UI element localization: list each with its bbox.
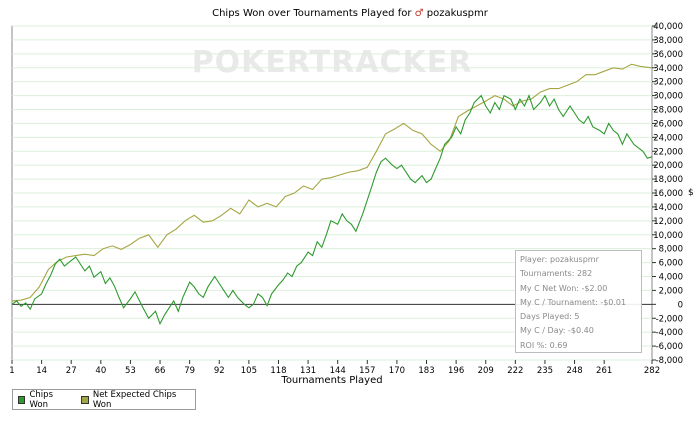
y-tick-label: 4,000	[659, 273, 683, 283]
x-tick-label: 235	[537, 366, 553, 376]
stats-box: Player: pozakuspmr Tournaments: 282 My C…	[515, 250, 642, 353]
x-tick-label: 66	[155, 366, 166, 376]
legend-swatch-net-expected	[81, 395, 89, 404]
stats-net-won: My C Net Won: -$2.00	[520, 283, 608, 293]
y-tick-label: 10,000	[653, 231, 683, 241]
y-tick-label: 22,000	[653, 147, 683, 157]
y-tick-label: 34,000	[653, 64, 683, 74]
legend-swatch-chips-won	[18, 395, 26, 404]
y-tick-label: 16,000	[653, 189, 683, 199]
y-tick-label: 24,000	[653, 133, 683, 143]
player-icon: ♂	[414, 8, 424, 19]
x-tick-label: 79	[184, 366, 195, 376]
y-tick-label: -4,000	[656, 328, 683, 338]
x-tick-label: 105	[241, 366, 257, 376]
legend-item-chips-won: Chips Won	[18, 390, 70, 410]
y-tick-label: 6,000	[659, 259, 683, 269]
x-tick-label: 14	[36, 366, 47, 376]
y-tick-label: 32,000	[653, 78, 683, 88]
x-tick-label: 170	[389, 366, 405, 376]
stats-per-tournament: My C / Tournament: -$0.01	[520, 297, 627, 307]
x-tick-label: 209	[478, 366, 494, 376]
x-tick-label: 53	[125, 366, 136, 376]
x-tick-label: 118	[270, 366, 286, 376]
series-line-net-expected	[11, 63, 653, 302]
legend-item-net-expected: Net Expected Chips Won	[81, 390, 189, 410]
stats-tournaments: Tournaments: 282	[520, 269, 593, 279]
series-line-chips-won	[11, 94, 653, 326]
x-tick-label: 27	[66, 366, 77, 376]
stats-per-day: My C / Day: -$0.40	[520, 326, 594, 336]
y-tick-label: 36,000	[653, 50, 683, 60]
legend-label-net-expected: Net Expected Chips Won	[92, 389, 177, 410]
y-tick-label: -6,000	[656, 342, 683, 352]
x-tick-label: 92	[214, 366, 225, 376]
y-tick-label: 12,000	[653, 217, 683, 227]
y-tick-label: 2,000	[659, 286, 683, 296]
y-tick-label: 40,000	[653, 22, 683, 32]
legend-label-chips-won: Chips Won	[29, 389, 53, 410]
y-axis-unit-label: $	[688, 188, 694, 198]
legend: Chips Won Net Expected Chips Won	[12, 389, 196, 410]
y-tick-label: 38,000	[653, 36, 683, 46]
y-tick-label: 20,000	[653, 161, 683, 171]
y-tick-label: 0	[678, 300, 683, 310]
x-tick-label: 282	[644, 366, 660, 376]
x-tick-label: 248	[566, 366, 582, 376]
y-tick-label: 26,000	[653, 119, 683, 129]
x-tick-label: 40	[95, 366, 106, 376]
x-tick-label: 144	[330, 366, 346, 376]
x-tick-label: 196	[448, 366, 464, 376]
y-tick-label: 8,000	[659, 245, 683, 255]
stats-roi: ROI %: 0.69	[520, 340, 568, 350]
chart-title-player: pozakuspmr	[426, 8, 488, 19]
x-axis-label: Tournaments Played	[281, 375, 383, 386]
y-tick-label: 28,000	[653, 106, 683, 116]
x-tick-label: 261	[596, 366, 612, 376]
x-tick-label: 157	[359, 366, 375, 376]
x-tick-label: 222	[507, 366, 523, 376]
stats-player: Player: pozakuspmr	[520, 255, 599, 264]
x-tick-label: 131	[300, 366, 316, 376]
watermark-logo: POKERTRACKER	[192, 45, 473, 80]
x-tick-label: 1	[9, 366, 14, 376]
stats-days-played: Days Played: 5	[520, 312, 580, 322]
y-tick-label: -2,000	[656, 314, 683, 324]
y-tick-label: -8,000	[656, 356, 683, 366]
y-tick-label: 30,000	[653, 92, 683, 102]
chart-title: Chips Won over Tournaments Played for ♂ …	[0, 8, 700, 19]
y-tick-label: 18,000	[653, 175, 683, 185]
y-tick-label: 14,000	[653, 203, 683, 213]
chart-title-prefix: Chips Won over Tournaments Played for	[212, 8, 412, 19]
x-tick-label: 183	[418, 366, 434, 376]
